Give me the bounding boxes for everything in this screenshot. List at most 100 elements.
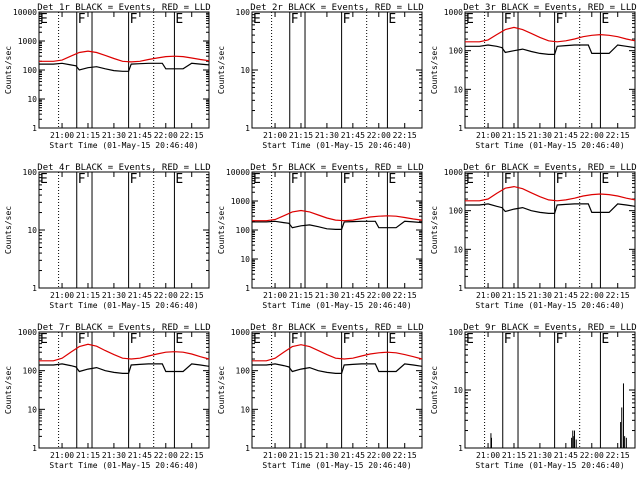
x-tick-label: 22:15: [180, 131, 204, 140]
y-axis-label: Counts/sec: [217, 46, 226, 94]
x-axis-label: Start Time (01-May-15 20:46:40): [262, 461, 411, 470]
panel-det-1: Det 1r BLACK = Events, RED = LLD 1 10 100 10…: [4, 3, 211, 150]
y-axis-label: Counts/sec: [4, 206, 13, 254]
x-tick-label: 21:15: [76, 451, 100, 460]
y-tick-label: 10: [453, 85, 463, 94]
marker-label: F: [130, 172, 138, 187]
marker-label: F: [343, 12, 351, 27]
x-tick-label: 22:00: [367, 451, 391, 460]
marker-label: F: [291, 332, 299, 347]
x-tick-label: 22:15: [180, 451, 204, 460]
y-tick-label: 1: [245, 124, 250, 133]
series-events-line: [465, 44, 636, 56]
x-axis-label: Start Time (01-May-15 20:46:40): [49, 461, 198, 470]
panel-title: Det 1r BLACK = Events, RED = LLD: [37, 3, 210, 13]
y-axis-label: Counts/sec: [430, 206, 439, 254]
marker-label: E: [253, 12, 261, 27]
marker-label: E: [466, 332, 474, 347]
plot-frame: [251, 11, 423, 129]
plot-frame: [38, 171, 210, 289]
y-axis-label: Counts/sec: [430, 366, 439, 414]
x-tick-label: 22:00: [367, 291, 391, 300]
marker-label: F: [130, 332, 138, 347]
x-tick-label: 21:30: [102, 291, 126, 300]
y-tick-label: 100: [236, 8, 251, 17]
plot-frame: [464, 331, 636, 449]
marker-label: F: [556, 172, 564, 187]
x-tick-label: 22:15: [393, 131, 417, 140]
x-tick-label: 21:45: [341, 131, 365, 140]
panel-title: Det 8r BLACK = Events, RED = LLD: [250, 323, 423, 333]
x-tick-label: 21:00: [263, 451, 287, 460]
y-tick-label: 10: [453, 245, 463, 254]
panel-det-3: Det 3r BLACK = Events, RED = LLD 1 10 100 10…: [430, 3, 637, 150]
x-tick-label: 21:15: [289, 291, 313, 300]
plot-frame: [251, 331, 423, 449]
x-axis-label: Start Time (01-May-15 20:46:40): [475, 141, 624, 150]
panel-det-8: Det 8r BLACK = Events, RED = LLD 1 10 100 10…: [217, 323, 424, 470]
x-tick-label: 21:15: [76, 131, 100, 140]
series-events-line: [39, 363, 210, 374]
y-tick-label: 1000: [231, 328, 250, 337]
y-axis-label: Counts/sec: [217, 366, 226, 414]
y-tick-label: 10000: [226, 168, 250, 177]
x-tick-label: 21:00: [263, 131, 287, 140]
y-tick-label: 1000: [18, 328, 37, 337]
marker-label: F: [78, 332, 86, 347]
marker-label: E: [388, 172, 396, 187]
x-axis-label: Start Time (01-May-15 20:46:40): [49, 141, 198, 150]
panel-title: Det 7r BLACK = Events, RED = LLD: [37, 323, 210, 333]
panel-det-4: Det 4r BLACK = Events, RED = LLD 1 10 100 21…: [4, 163, 211, 310]
marker-label: F: [556, 332, 564, 347]
y-tick-label: 10: [27, 95, 37, 104]
panel-title: Det 9r BLACK = Events, RED = LLD: [463, 323, 636, 333]
marker-label: F: [291, 12, 299, 27]
marker-label: E: [601, 12, 609, 27]
y-tick-label: 100: [236, 367, 251, 376]
x-tick-label: 21:45: [128, 451, 152, 460]
x-tick-label: 21:00: [50, 451, 74, 460]
x-tick-label: 21:45: [128, 131, 152, 140]
panel-det-6: Det 6r BLACK = Events, RED = LLD 1 10 100 10…: [430, 163, 637, 310]
panel-title: Det 5r BLACK = Events, RED = LLD: [250, 163, 423, 173]
series-lld-line: [465, 185, 636, 202]
panel-title: Det 3r BLACK = Events, RED = LLD: [463, 3, 636, 13]
x-tick-label: 21:15: [289, 451, 313, 460]
x-tick-label: 21:00: [263, 291, 287, 300]
x-tick-label: 21:45: [554, 291, 578, 300]
y-tick-label: 100: [23, 66, 38, 75]
x-tick-label: 22:15: [606, 131, 630, 140]
x-tick-label: 22:15: [393, 291, 417, 300]
series-lld-line: [39, 343, 210, 362]
y-tick-label: 1: [458, 284, 463, 293]
x-axis-label: Start Time (01-May-15 20:46:40): [262, 141, 411, 150]
y-tick-label: 100: [449, 328, 464, 337]
plot-frame: [38, 331, 210, 449]
series-lld-line: [465, 26, 636, 43]
marker-label: E: [253, 332, 261, 347]
x-tick-label: 21:30: [315, 291, 339, 300]
x-tick-label: 21:45: [554, 131, 578, 140]
y-tick-label: 100: [23, 168, 38, 177]
y-tick-label: 10000: [13, 8, 37, 17]
series-lld-line: [39, 50, 210, 63]
x-tick-label: 21:30: [315, 131, 339, 140]
x-tick-label: 22:15: [180, 291, 204, 300]
x-axis-label: Start Time (01-May-15 20:46:40): [475, 461, 624, 470]
series-events-line: [252, 363, 423, 374]
y-tick-label: 1000: [231, 197, 250, 206]
y-tick-label: 1: [32, 124, 37, 133]
y-tick-label: 100: [236, 226, 251, 235]
marker-label: E: [466, 172, 474, 187]
marker-label: E: [253, 172, 261, 187]
series-lld-line: [252, 209, 423, 222]
y-axis-label: Counts/sec: [4, 46, 13, 94]
x-tick-label: 22:00: [367, 131, 391, 140]
x-tick-label: 21:45: [341, 451, 365, 460]
marker-label: F: [291, 172, 299, 187]
y-tick-label: 10: [240, 255, 250, 264]
plot-frame: [464, 11, 636, 129]
y-axis-label: Counts/sec: [217, 206, 226, 254]
y-tick-label: 10: [453, 386, 463, 395]
